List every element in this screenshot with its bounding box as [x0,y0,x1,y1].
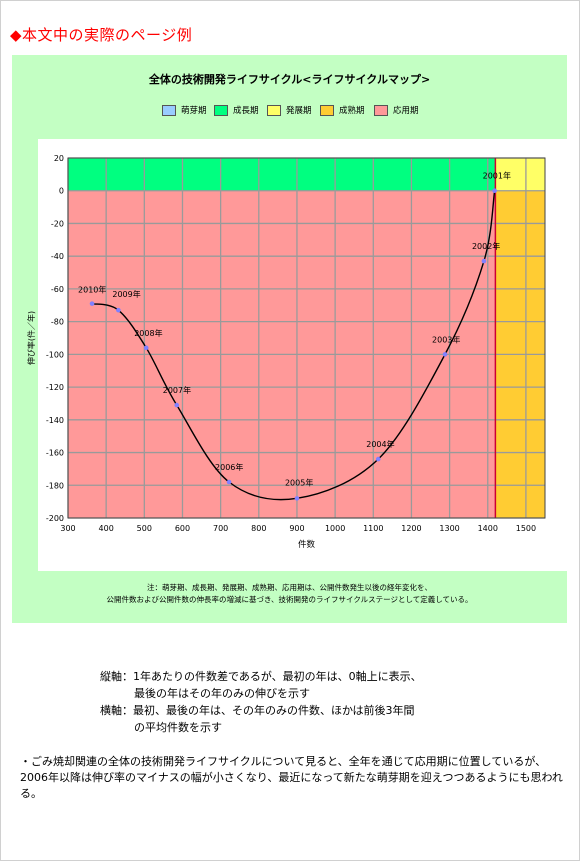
point-label: 2009年 [112,289,140,299]
x-tick-label: 1100 [363,524,383,533]
y-tick-label: -100 [46,350,64,359]
legend-item-development: 発展期 [267,105,312,117]
legend-swatch-growth [214,105,228,116]
data-point [116,307,121,313]
data-point [481,258,487,264]
legend-label: 発展期 [286,106,312,116]
x-tick-label: 800 [251,524,266,533]
chart-note: 注：萌芽期、成長期、発展期、成熟期、応用期は、公開件数発生以後の経年変化を、 公… [12,582,567,606]
x-tick-label: 900 [289,524,304,533]
data-point [174,402,180,408]
y-tick-label: -20 [51,219,64,228]
summary-text: ・ごみ焼却関連の全体の技術開発ライフサイクルについて見ると、全年を通じて応用期に… [20,755,563,800]
chart-title: 全体の技術開発ライフサイクル<ライフサイクルマップ> [148,73,431,86]
lifecycle-curve [91,190,496,501]
y-tick-label: 20 [54,154,64,163]
x-tick-label: 1200 [401,524,421,533]
data-point [294,496,300,501]
data-point [492,188,497,194]
data-point [375,456,381,462]
note-line: 公開件数および公開件数の伸長率の増減に基づき、技術開発のライフサイクルステージと… [106,595,473,604]
lifecycle-chart: 300 400 500 600 700 800 900 1000 1100 1200 1300 140… [26,154,546,550]
note-line: 注：萌芽期、成長期、発展期、成熟期、応用期は、公開件数発生以後の経年変化を、 [147,583,432,592]
legend-item-emergence: 萌芽期 [162,105,207,117]
x-tick-label: 1300 [439,524,459,533]
point-label: 2007年 [163,385,191,395]
point-label: 2002年 [472,241,500,251]
legend-item-growth: 成長期 [214,105,259,117]
y-tick-label: -40 [51,252,64,261]
legend-item-application: 応用期 [374,105,419,117]
y-tick-label: -140 [46,416,64,425]
y-tick-label: -120 [46,383,64,392]
point-label: 2003年 [432,334,460,344]
x-tick-label: 600 [175,524,190,533]
point-label: 2001年 [483,171,511,181]
point-label: 2006年 [215,462,243,472]
x-tick-label: 400 [99,524,114,533]
y-tick-label: -80 [51,318,64,327]
point-label: 2010年 [78,285,106,295]
axis-description: 縦軸：1年あたりの件数差であるが、最初の年は、0軸上に表示、 最後の年はその年の… [100,668,422,736]
legend-label: 萌芽期 [181,106,207,116]
data-point [89,301,95,306]
chart-panel: 全体の技術開発ライフサイクル<ライフサイクルマップ> 萌芽期 成長期 発展期 成… [12,55,567,623]
x-tick-label: 1500 [516,524,536,533]
horizontal-axis-desc-2: の平均件数を示す [134,721,222,734]
page-title: ◆本文中の実際のページ例 [10,26,193,44]
data-point [442,352,448,357]
y-tick-label: -180 [46,481,64,490]
data-point [226,479,232,485]
legend-swatch-maturity [320,105,334,116]
legend-swatch-application [374,105,388,116]
x-tick-label: 300 [60,524,75,533]
point-label: 2005年 [285,477,313,487]
legend-item-maturity: 成熟期 [320,105,365,117]
x-axis-title: 件数 [298,539,316,550]
x-tick-label: 500 [137,524,152,533]
legend-label: 成熟期 [339,106,365,116]
zone-growth [68,158,496,191]
vertical-axis-desc-1: 縦軸：1年あたりの件数差であるが、最初の年は、0軸上に表示、 [100,670,422,683]
y-axis-title: 伸び率(件／年) [26,311,36,365]
horizontal-axis-desc-1: 横軸：最初、最後の年は、その年のみの件数、ほかは前後3年間 [100,704,415,717]
y-tick-label: 0 [59,187,64,196]
x-tick-label: 1000 [325,524,345,533]
y-tick-label: -60 [51,285,64,294]
point-label: 2004年 [366,439,394,449]
y-tick-label: -160 [46,449,64,458]
legend-label: 応用期 [393,106,419,116]
data-point [143,345,149,351]
vertical-axis-desc-2: 最後の年はその年のみの伸びを示す [134,687,310,700]
x-tick-label: 1400 [478,524,498,533]
x-tick-label: 700 [213,524,228,533]
legend-label: 成長期 [233,106,259,116]
legend-swatch-emergence [162,105,176,116]
zone-development [495,158,545,191]
legend-swatch-development [267,105,281,116]
point-label: 2008年 [134,328,162,338]
y-tick-label: -200 [46,514,64,523]
plot-border [67,157,546,519]
